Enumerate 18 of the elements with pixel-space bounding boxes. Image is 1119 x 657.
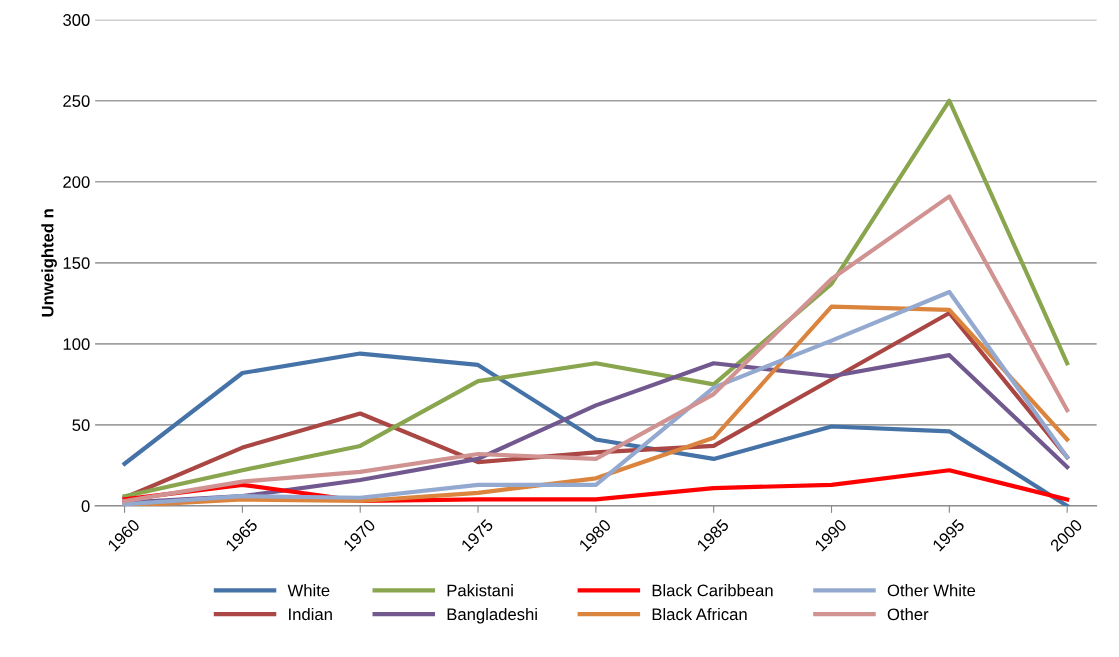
legend-label: White — [287, 584, 330, 597]
y-tick-label: 250 — [63, 95, 90, 107]
y-tick-label: 300 — [63, 14, 90, 26]
y-tick-label: 0 — [81, 500, 90, 513]
y-tick-label: 200 — [63, 176, 90, 188]
legend-label: Indian — [289, 607, 332, 621]
legend-label: Other White — [887, 584, 976, 597]
y-axis-title: Unweighted n — [41, 209, 57, 317]
line-series — [122, 194, 1070, 504]
y-tick-label: 150 — [63, 257, 90, 269]
legend-label: Other — [887, 607, 929, 621]
legend-label: Black African — [652, 607, 747, 621]
line-series — [122, 98, 1070, 499]
legend-label: Black Caribbean — [652, 584, 773, 597]
legend-label: Bangladeshi — [447, 607, 537, 624]
y-tick-label: 50 — [72, 419, 90, 432]
y-tick-label: 100 — [63, 338, 90, 351]
legend-label: Pakistani — [447, 584, 513, 597]
